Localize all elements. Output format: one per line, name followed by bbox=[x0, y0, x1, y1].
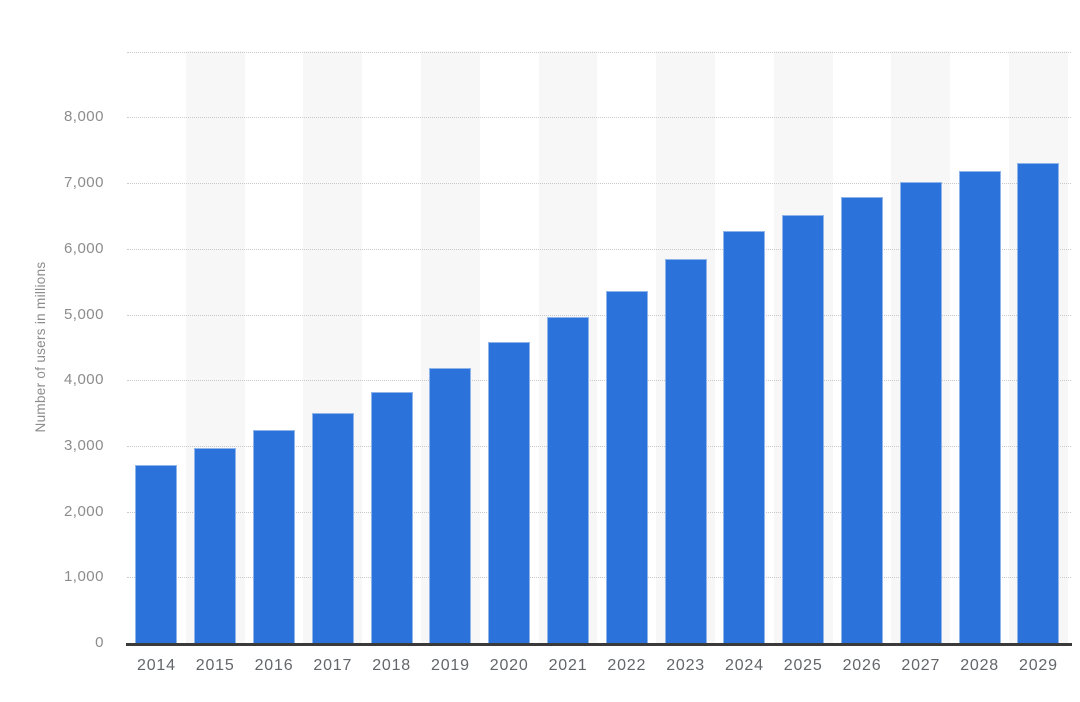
bar-2026[interactable] bbox=[841, 197, 883, 643]
bar-2019[interactable] bbox=[429, 367, 472, 643]
gridline-2000 bbox=[127, 511, 1071, 513]
x-tick-label-2017: 2017 bbox=[313, 657, 353, 674]
bar-2014[interactable] bbox=[135, 464, 178, 643]
gridline-6000 bbox=[127, 248, 1071, 250]
x-tick-label-2029: 2029 bbox=[1018, 657, 1058, 674]
x-tick-label-2015: 2015 bbox=[195, 657, 235, 674]
gridline-5000 bbox=[127, 314, 1071, 316]
bar-2015[interactable] bbox=[194, 448, 237, 643]
x-tick-label-2027: 2027 bbox=[901, 657, 941, 674]
x-tick-label-2025: 2025 bbox=[783, 657, 823, 674]
x-tick-label-2023: 2023 bbox=[666, 657, 705, 674]
x-tick-label-2021: 2021 bbox=[548, 657, 588, 674]
bar-2027[interactable] bbox=[899, 182, 942, 643]
bar-2021[interactable] bbox=[547, 317, 589, 643]
bar-2028[interactable] bbox=[958, 171, 1001, 643]
y-tick-label-3000: 3,000 bbox=[63, 436, 104, 454]
bar-2018[interactable] bbox=[370, 391, 413, 643]
x-tick-label-2022: 2022 bbox=[607, 657, 647, 674]
y-tick-label-7000: 7,000 bbox=[63, 174, 104, 192]
y-tick-label-6000: 6,000 bbox=[63, 239, 104, 257]
bar-2024[interactable] bbox=[723, 231, 766, 643]
x-axis-line bbox=[126, 643, 1072, 646]
gridline-7000 bbox=[127, 183, 1071, 185]
bar-2020[interactable] bbox=[488, 341, 531, 643]
plot-area bbox=[126, 0, 1072, 702]
bar-2025[interactable] bbox=[782, 214, 825, 643]
y-tick-label-0: 0 bbox=[95, 634, 104, 651]
x-tick-label-2019: 2019 bbox=[430, 657, 470, 674]
gridline-8000 bbox=[127, 117, 1071, 119]
y-tick-label-5000: 5,000 bbox=[63, 305, 104, 323]
gridline-3000 bbox=[127, 445, 1071, 447]
x-tick-label-2020: 2020 bbox=[489, 657, 529, 674]
x-tick-label-2014: 2014 bbox=[136, 657, 176, 674]
x-tick-label-2018: 2018 bbox=[372, 657, 411, 674]
x-tick-label-2016: 2016 bbox=[254, 657, 294, 674]
gridline-9000 bbox=[127, 51, 1071, 53]
bar-2029[interactable] bbox=[1017, 162, 1060, 643]
bar-2023[interactable] bbox=[664, 259, 707, 643]
bar-2016[interactable] bbox=[253, 430, 295, 643]
x-tick-label-2024: 2024 bbox=[724, 657, 764, 674]
gridline-4000 bbox=[127, 380, 1071, 382]
y-tick-label-2000: 2,000 bbox=[63, 502, 104, 520]
x-tick-label-2028: 2028 bbox=[960, 657, 999, 674]
y-tick-label-8000: 8,000 bbox=[63, 108, 104, 126]
x-tick-label-2026: 2026 bbox=[842, 657, 882, 674]
gridline-1000 bbox=[127, 577, 1071, 579]
bar-2022[interactable] bbox=[605, 291, 648, 643]
bar-2017[interactable] bbox=[311, 412, 354, 643]
y-tick-label-4000: 4,000 bbox=[63, 371, 104, 389]
y-tick-label-1000: 1,000 bbox=[63, 568, 104, 586]
